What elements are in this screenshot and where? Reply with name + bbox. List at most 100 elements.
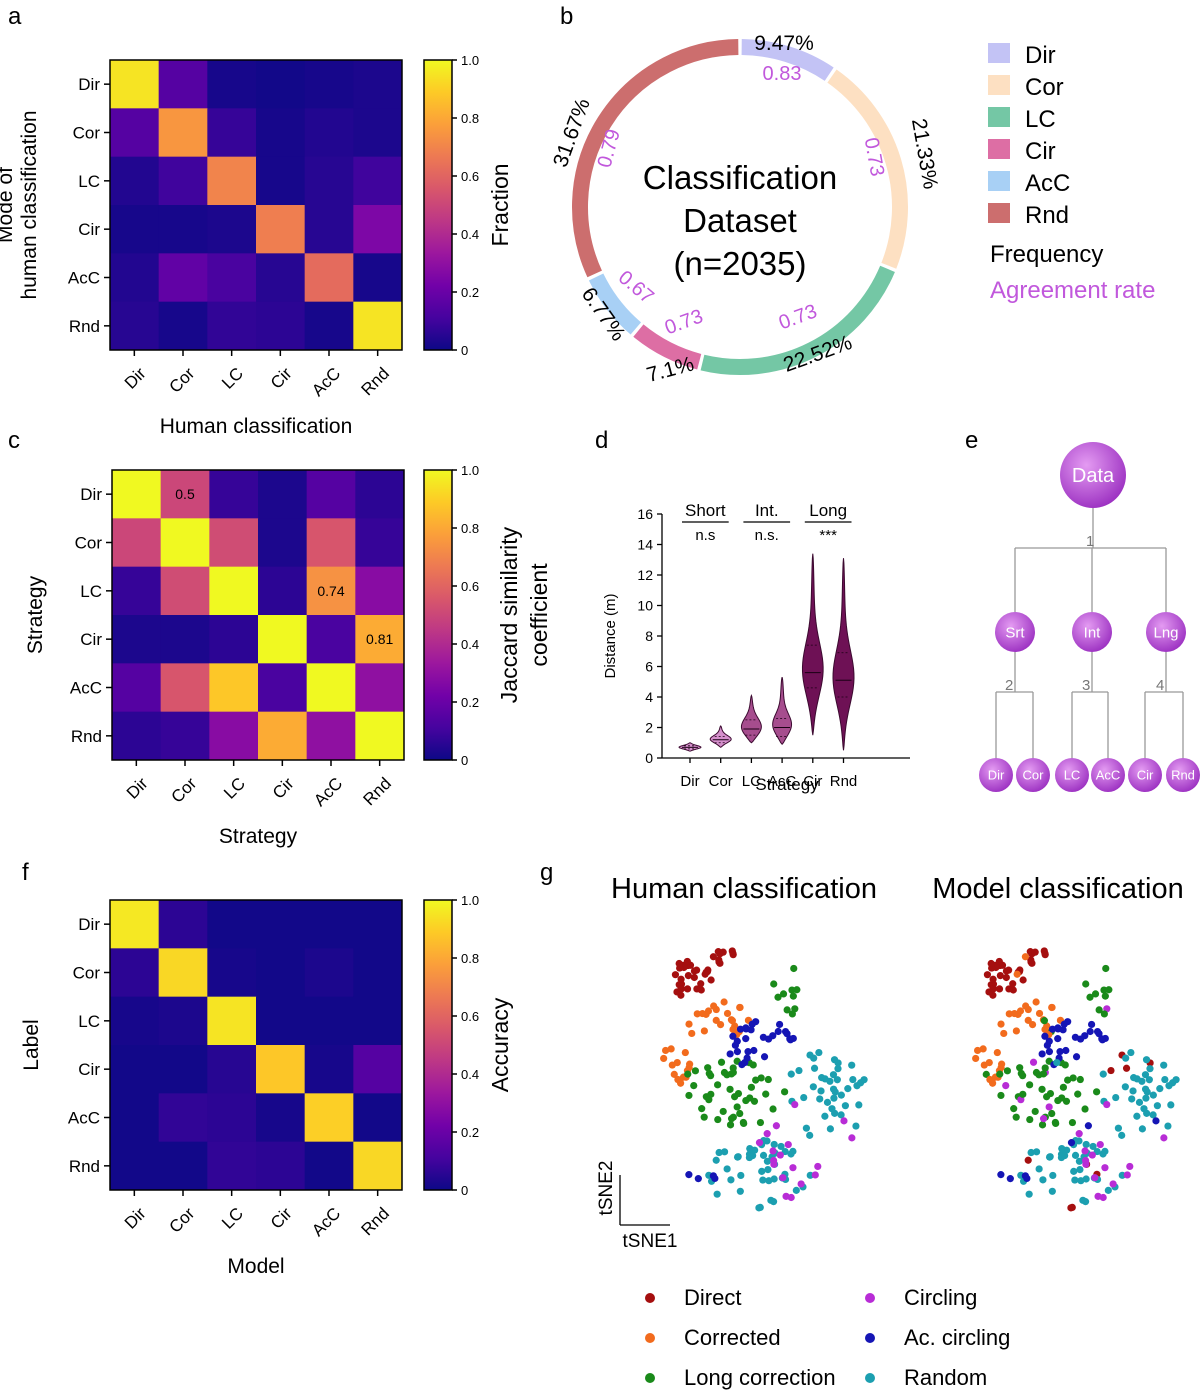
colorbar-tick-label: 0.2: [461, 695, 479, 710]
scatter-point: [667, 1045, 675, 1053]
scatter-point: [728, 1017, 737, 1025]
heatmap-cell: [158, 156, 208, 206]
heatmap-cell: [207, 900, 257, 949]
scatter-point: [1103, 1100, 1111, 1109]
colorbar-tick-label: 0: [461, 343, 468, 358]
scatter-point: [772, 1122, 780, 1130]
y-tick-label: 2: [645, 720, 653, 736]
scatter-point: [748, 1020, 756, 1028]
scatter-point: [683, 957, 691, 966]
panel-b-ring-chart: 9.47%0.8321.33%0.7322.52%0.737.1%0.736.7…: [549, 32, 1156, 387]
x-tick-label: LC: [220, 774, 249, 803]
heatmap-cell: [258, 566, 308, 616]
heatmap-cell: [353, 301, 403, 351]
scatter-point: [1142, 1094, 1150, 1102]
y-tick-label: 0: [645, 750, 653, 766]
scatter-point: [715, 1148, 723, 1157]
scatter-point: [684, 1070, 692, 1078]
scatter-point: [815, 1048, 823, 1057]
scatter-point: [1114, 1124, 1123, 1132]
scatter-point: [1152, 1117, 1160, 1125]
scatter-point: [1101, 1147, 1109, 1155]
scatter-point: [731, 1093, 739, 1101]
split-label: 2: [1005, 677, 1013, 694]
scatter-point: [1104, 1186, 1112, 1194]
scatter-point: [1003, 1067, 1012, 1075]
scatter-title: Model classification: [932, 873, 1183, 905]
x-tick-label: Cor: [165, 1204, 198, 1237]
y-tick-label: Cor: [73, 964, 101, 983]
scatter-point: [723, 1165, 731, 1173]
heatmap-frame: [111, 469, 405, 761]
violin-rnd: [832, 558, 855, 751]
heatmap-cell: [207, 948, 257, 998]
scatter-point: [747, 1083, 756, 1091]
heatmap-cell: [304, 60, 354, 109]
scatter-point: [789, 992, 797, 1000]
frequency-label: 21.33%: [907, 117, 942, 191]
scatter-point: [1035, 1009, 1044, 1018]
heatmap-cell: [353, 108, 403, 158]
scatter-point: [830, 1056, 839, 1064]
x-tick-label: Dir: [680, 773, 699, 790]
scatter-point: [1096, 1140, 1104, 1149]
scatter-point: [1022, 1002, 1030, 1010]
scatter-point: [727, 1176, 735, 1184]
scatter-point: [787, 1070, 795, 1078]
heatmap-cell: [112, 518, 162, 568]
heatmap-cell: [304, 253, 354, 303]
heatmap-cell: [207, 1093, 257, 1143]
y-axis-label-line: Label: [20, 1019, 43, 1070]
scatter-point: [826, 1077, 834, 1085]
scatter-point: [781, 1027, 790, 1036]
x-axis-label: Strategy: [219, 825, 298, 848]
scatter-point: [770, 1140, 778, 1149]
scatter-point: [1121, 1083, 1129, 1091]
x-tick-label: LC: [218, 1204, 247, 1233]
tree-node-label: Srt: [1005, 624, 1025, 641]
scatter-point: [1028, 959, 1036, 967]
x-tick-label: LC: [742, 773, 761, 790]
heatmap-cell: [304, 301, 354, 351]
scatter-point: [707, 1072, 715, 1080]
scatter-point: [1165, 1082, 1173, 1090]
scatter-point: [736, 1003, 744, 1012]
scatter-point: [1075, 1130, 1083, 1138]
y-tick-label: Cor: [73, 124, 101, 143]
scatter-point: [781, 1088, 789, 1096]
scatter-point: [1130, 1074, 1138, 1082]
scatter-point: [1107, 1066, 1115, 1075]
tree-node-label: Cir: [1137, 768, 1154, 783]
scatter-point: [765, 1177, 773, 1185]
tree-node-label: Int: [1084, 624, 1102, 641]
colorbar-label: Jaccard similarity coefficient: [496, 526, 552, 703]
scatter-point: [1076, 1035, 1085, 1043]
heatmap-cell: [209, 566, 259, 616]
heatmap-cell: [256, 301, 306, 351]
scatter-point: [764, 1035, 773, 1043]
frequency-label: 9.47%: [754, 32, 814, 55]
cell-value-label: 0.81: [366, 631, 393, 647]
scatter-point: [737, 1171, 745, 1180]
heatmap-cell: [158, 253, 208, 303]
scatter-point: [1009, 980, 1017, 988]
scatter-point: [982, 1070, 990, 1078]
panel-c-heatmap: 0.5 0.74 0.81 Dir Cor LC Cir AcC Rnd Dir Cor LC Cir A…: [24, 463, 552, 848]
heatmap-cell: [355, 566, 405, 616]
heatmap-cell: [256, 253, 306, 303]
scatter-point: [1077, 1177, 1085, 1185]
split-label: 3: [1082, 677, 1090, 694]
scatter-point: [996, 972, 1004, 980]
heatmap-cell: [353, 948, 403, 998]
scatter-point: [1051, 1118, 1059, 1127]
scatter-point: [756, 1118, 765, 1127]
scatter-point: [759, 1176, 767, 1184]
ring-segment-acc: [588, 273, 642, 335]
colorbar-tick-label: 0.8: [461, 111, 479, 126]
x-tick-label: Dir: [121, 364, 150, 393]
heatmap-cell: [256, 900, 306, 949]
scatter-point: [860, 1076, 868, 1084]
scatter-point: [789, 1147, 797, 1155]
scatter-point: [1061, 1152, 1069, 1160]
y-tick-label: 4: [645, 689, 653, 705]
